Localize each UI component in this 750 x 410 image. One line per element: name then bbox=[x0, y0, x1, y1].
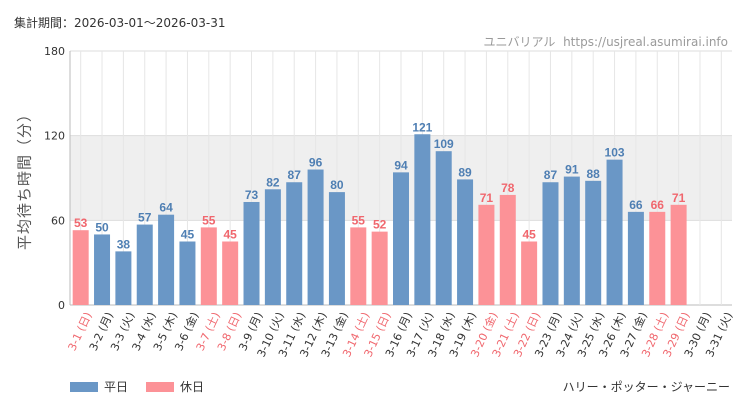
site-name: ユニバリアル bbox=[483, 35, 556, 49]
bar-value-label: 80 bbox=[330, 178, 344, 192]
bar-weekday[interactable] bbox=[563, 176, 580, 305]
bar-holiday[interactable] bbox=[499, 194, 516, 305]
bar-value-label: 52 bbox=[373, 218, 387, 232]
bar-value-label: 55 bbox=[352, 213, 366, 227]
bar-holiday[interactable] bbox=[350, 227, 367, 305]
y-tick-label: 180 bbox=[44, 45, 65, 58]
bar-weekday[interactable] bbox=[542, 182, 559, 305]
bar-value-label: 64 bbox=[159, 201, 173, 215]
bar-value-label: 66 bbox=[651, 198, 665, 212]
bar-weekday[interactable] bbox=[307, 169, 324, 305]
legend-swatch-weekday bbox=[70, 381, 98, 392]
bar-holiday[interactable] bbox=[478, 204, 495, 305]
bar-value-label: 71 bbox=[480, 191, 494, 205]
bar-value-label: 53 bbox=[74, 216, 88, 230]
bar-weekday[interactable] bbox=[158, 214, 175, 305]
bar-value-label: 55 bbox=[202, 213, 216, 227]
bar-weekday[interactable] bbox=[393, 172, 409, 305]
bar-weekday[interactable] bbox=[435, 151, 452, 305]
bar-value-label: 82 bbox=[266, 175, 280, 189]
bar-holiday[interactable] bbox=[200, 227, 217, 305]
bar-weekday[interactable] bbox=[627, 211, 644, 305]
site-url: https://usjreal.asumirai.info bbox=[563, 35, 728, 49]
legend: 平日 休日 bbox=[70, 378, 204, 395]
bar-weekday[interactable] bbox=[286, 182, 303, 305]
bar-value-label: 88 bbox=[587, 167, 601, 181]
bar-weekday[interactable] bbox=[115, 251, 132, 305]
y-tick-label: 60 bbox=[51, 214, 65, 227]
bar-value-label: 38 bbox=[117, 237, 131, 251]
legend-swatch-holiday bbox=[146, 381, 175, 392]
y-tick-label: 0 bbox=[58, 299, 65, 312]
bar-weekday[interactable] bbox=[94, 234, 111, 305]
bar-weekday[interactable] bbox=[457, 179, 474, 305]
bar-value-label: 57 bbox=[138, 211, 152, 225]
bar-holiday[interactable] bbox=[222, 241, 239, 306]
bar-weekday[interactable] bbox=[179, 241, 196, 306]
bar-weekday[interactable] bbox=[585, 180, 602, 305]
legend-label-weekday: 平日 bbox=[104, 380, 129, 394]
bar-value-label: 66 bbox=[629, 198, 643, 212]
bar-weekday[interactable] bbox=[328, 192, 345, 305]
y-tick-label: 120 bbox=[44, 130, 65, 143]
bar-value-label: 71 bbox=[672, 191, 686, 205]
bar-weekday[interactable] bbox=[136, 224, 153, 305]
legend-item-weekday[interactable]: 平日 bbox=[70, 378, 128, 395]
bar-holiday[interactable] bbox=[371, 231, 388, 305]
bar-value-label: 45 bbox=[223, 228, 237, 242]
bar-value-label: 91 bbox=[565, 163, 579, 177]
bar-holiday[interactable] bbox=[649, 211, 666, 305]
bar-weekday[interactable] bbox=[414, 134, 431, 305]
bar-value-label: 94 bbox=[394, 158, 408, 172]
site-credit: ユニバリアル https://usjreal.asumirai.info bbox=[484, 33, 728, 50]
bar-weekday[interactable] bbox=[606, 159, 623, 305]
bar-value-label: 87 bbox=[544, 168, 558, 182]
legend-item-holiday[interactable]: 休日 bbox=[146, 378, 204, 395]
bar-weekday[interactable] bbox=[243, 201, 260, 305]
attraction-name: ハリー・ポッター・ジャーニー bbox=[562, 380, 730, 394]
bar-weekday[interactable] bbox=[264, 189, 281, 305]
bar-value-label: 109 bbox=[434, 137, 454, 151]
bar-value-label: 96 bbox=[309, 156, 323, 170]
bar-value-label: 78 bbox=[501, 181, 515, 195]
bar-holiday[interactable] bbox=[670, 204, 687, 305]
bar-value-label: 45 bbox=[181, 228, 195, 242]
bar-value-label: 89 bbox=[458, 165, 472, 179]
period-label: 集計期間：2026-03-01〜2026-03-31 bbox=[14, 16, 226, 30]
legend-label-holiday: 休日 bbox=[180, 380, 205, 394]
bar-value-label: 121 bbox=[412, 120, 432, 134]
bar-value-label: 45 bbox=[522, 228, 536, 242]
bar-value-label: 73 bbox=[245, 188, 259, 202]
bar-holiday[interactable] bbox=[521, 241, 538, 306]
bar-holiday[interactable] bbox=[72, 230, 89, 305]
bar-value-label: 50 bbox=[95, 220, 109, 234]
bar-value-label: 103 bbox=[605, 146, 625, 160]
bar-value-label: 87 bbox=[288, 168, 302, 182]
